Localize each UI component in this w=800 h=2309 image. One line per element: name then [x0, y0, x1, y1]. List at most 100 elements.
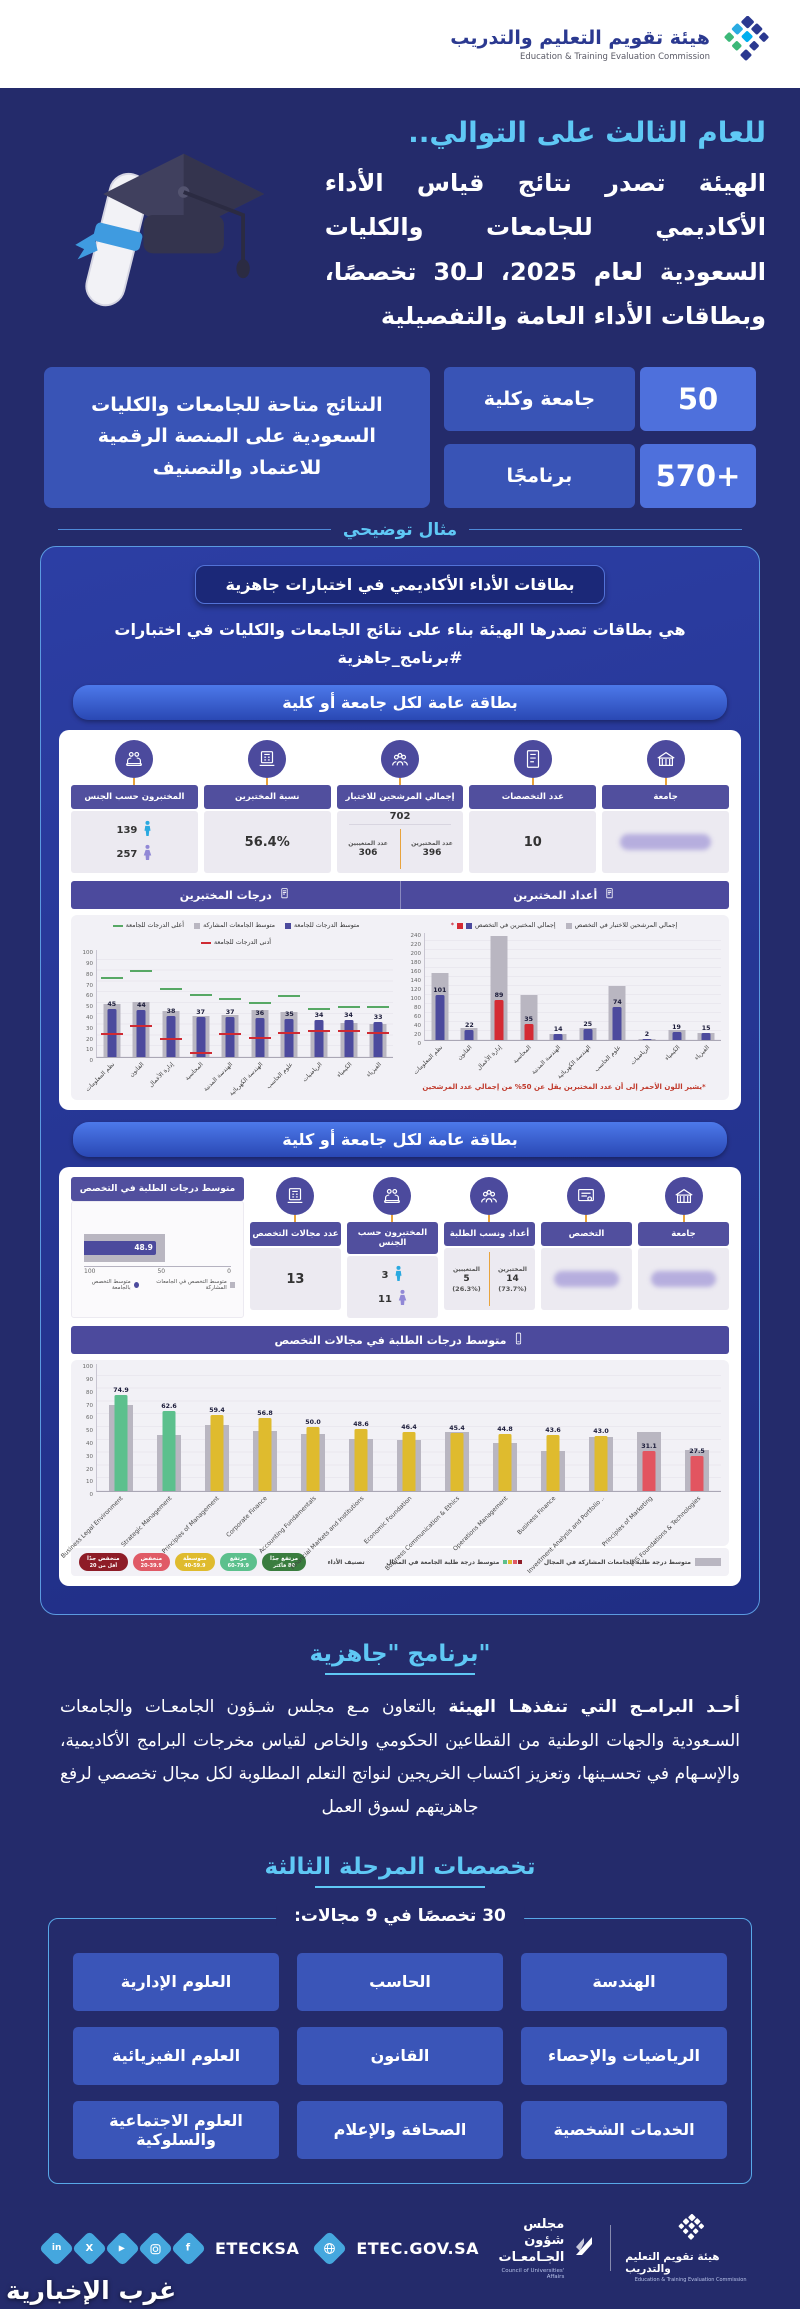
bar-value-label: 37 — [225, 1009, 235, 1017]
bar-value-label: 74.9 — [113, 1387, 129, 1395]
instagram-icon[interactable] — [137, 2230, 174, 2267]
facebook-icon[interactable]: f — [170, 2230, 207, 2267]
bar-value-label: 38 — [166, 1008, 176, 1016]
bar-value-label: 89 — [494, 992, 504, 1000]
bands-title: تصنيف الأداء — [327, 1558, 365, 1566]
card2-col-field-count-header: عدد مجالات التخصص — [249, 1222, 341, 1247]
card2-chart: 0 10 20 30 40 50 60 70 80 90 100 74.9 62.6 59.4 56.8 50… — [60, 1360, 729, 1575]
bar-value-label: 22 — [465, 1022, 474, 1030]
bar-group: 15 — [691, 933, 721, 1041]
bar-value-label: 35 — [524, 1016, 533, 1024]
council-name-line2: الجـامعـات — [498, 2249, 565, 2265]
card2-col-student-counts: أعداد ونسب الطلبة المختبرين 14 (73.7%) ا… — [443, 1177, 535, 1318]
front-bar — [701, 1033, 711, 1041]
male-icon — [394, 1265, 403, 1286]
bar-group: 74.9 — [97, 1364, 145, 1492]
bar-group: 14 — [543, 933, 573, 1041]
field-count-value: 13 — [286, 1271, 305, 1287]
front-bar — [612, 1006, 622, 1041]
card2-col-gender-header: المختبرون حسب الجنس — [346, 1222, 438, 1255]
scores-chart: متوسط الدرجات للجامعة متوسط الجامعات المش… — [79, 919, 393, 1098]
linkedin-icon[interactable]: in — [38, 2230, 75, 2267]
results-availability-note: النتائج متاحة للجامعات والكليات السعودية… — [44, 366, 430, 508]
front-bar — [354, 1428, 368, 1492]
website-url[interactable]: ETEC.GOV.SA — [356, 2238, 480, 2258]
example-container: بطاقات الأداء الأكاديمي في اختبارات جاهز… — [40, 545, 760, 1616]
gender-icon — [373, 1177, 412, 1216]
bar-value-label: 19 — [672, 1023, 681, 1031]
front-bar — [594, 1436, 608, 1492]
card1-banner: بطاقة عامة لكل جامعة أو كلية — [73, 685, 727, 721]
y-axis: 0 20 40 60 80 100 120 140 160 180 200 220 240 — [410, 933, 422, 1048]
title-underline — [315, 1885, 485, 1888]
front-bar — [553, 1033, 563, 1041]
bar-value-label: 36 — [255, 1010, 265, 1018]
etec-logo: هيئة تقويم التعليم والتدريب Education & … — [450, 15, 772, 72]
connector — [294, 1215, 297, 1223]
program-title: برنامج "جاهزية" — [309, 1641, 491, 1668]
bar-value-label: 62.6 — [161, 1403, 177, 1411]
bar-group: 46.4 — [385, 1364, 433, 1492]
scores-legend: متوسط الدرجات للجامعة متوسط الجامعات المش… — [79, 922, 393, 946]
mini-chart-legend: متوسط التخصص في الجامعات المشاركة متوسط … — [80, 1279, 235, 1291]
field-personal-services: الخدمات الشخصية — [521, 2100, 727, 2159]
connector — [682, 1215, 685, 1223]
front-bar — [690, 1455, 704, 1492]
bar-group: 36 — [245, 950, 275, 1058]
stat-universities-label: جامعة وكلية — [443, 366, 635, 431]
field-admin-sciences: العلوم الإدارية — [73, 1952, 279, 2011]
plot-area: 45 44 38 37 37 36 35 34 34 33 — [96, 950, 393, 1059]
bar-value-label: 101 — [433, 986, 447, 994]
male-count: 139 — [116, 824, 138, 836]
front-bar — [546, 1435, 560, 1492]
bar-value-label: 74 — [612, 998, 622, 1006]
connector — [391, 1215, 394, 1223]
stat-universities-value: 50 — [640, 366, 756, 431]
band-high: مرتفع 60-79.9 — [219, 1553, 258, 1572]
fields-chart: 0 10 20 30 40 50 60 70 80 90 100 74.9 62.6 59.4 56.8 50… — [60, 1364, 721, 1575]
absent-label: المتغيبين — [452, 1265, 480, 1273]
youtube-icon[interactable]: ▶ — [104, 2230, 141, 2267]
front-bar — [114, 1395, 128, 1492]
example-divider-label: مثال توضيحي — [342, 519, 458, 540]
front-bar — [373, 1021, 383, 1058]
band-very-high: مرتفع جدًا 80 فأكثر — [262, 1553, 307, 1572]
bar-group: 35 — [514, 933, 544, 1041]
university-icon — [646, 740, 685, 779]
hero-body: الهيئة تصدر نتائج قياس الأداء الأكاديمي … — [324, 169, 766, 331]
bar-group: 19 — [662, 933, 692, 1041]
range-dash — [248, 1036, 271, 1039]
x-axis-labels: نظم المعلومات القانون إدارة الأعمال المحاسب… — [411, 1044, 712, 1081]
phone-icon — [512, 1332, 525, 1348]
front-bar — [402, 1431, 416, 1492]
bar-group: 2 — [632, 933, 662, 1041]
x-icon[interactable]: X — [71, 2230, 108, 2267]
bar-group: 48.6 — [337, 1364, 385, 1492]
range-dash — [100, 1033, 123, 1036]
globe-icon[interactable] — [312, 2230, 348, 2267]
male-icon — [143, 820, 152, 841]
scores-section-title: درجات المختبرين — [71, 881, 401, 910]
front-bar — [435, 994, 445, 1041]
range-dash — [130, 969, 153, 972]
bar-group: 101 — [425, 933, 455, 1041]
bar-value-label: 33 — [373, 1013, 383, 1021]
mini-chart-title: متوسط درجات الطلبة في التخصص — [71, 1177, 244, 1202]
performance-bands: مرتفع جدًا 80 فأكثر مرتفع 60-79.9 متوسطة 40… — [79, 1553, 307, 1572]
connector — [585, 1215, 588, 1223]
card1-col-specialties: عدد التخصصات 10 — [469, 740, 597, 874]
etec-footer-logo: هيئة تقويم التعليم والتدريب Education & … — [625, 2213, 756, 2283]
bar-group: 33 — [363, 950, 393, 1058]
phase3-subtitle: 30 تخصصًا في 9 مجالات: — [276, 1905, 524, 1926]
card2-col-specialty: التخصص — [540, 1177, 632, 1318]
front-bar — [210, 1415, 224, 1492]
bar-value-label: 34 — [314, 1012, 324, 1020]
bar-group: 37 — [215, 950, 245, 1058]
university-legend: متوسط درجة طلبة الجامعة في المجال — [386, 1559, 523, 1566]
front-bar — [642, 1451, 656, 1492]
etec-logo-english: Education & Training Evaluation Commissi… — [519, 51, 710, 62]
clipboard-icon — [278, 887, 291, 903]
front-bar — [284, 1019, 294, 1058]
fields-section-title: متوسط درجات الطلبة في مجالات التخصص — [71, 1326, 729, 1354]
range-dash — [367, 1006, 390, 1009]
